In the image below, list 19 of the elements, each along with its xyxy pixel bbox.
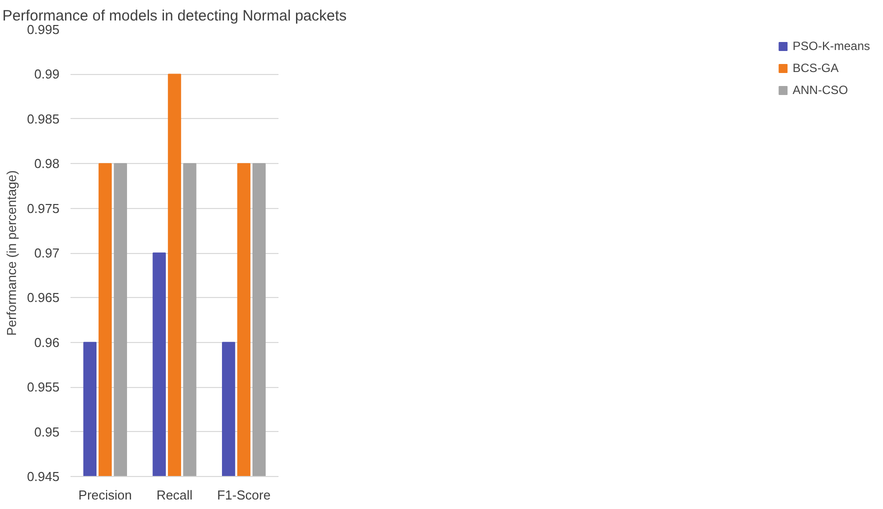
- y-tick-label: 0.99: [34, 66, 60, 82]
- y-tick-label: 0.945: [26, 469, 60, 484]
- y-axis-title: Performance (in percentage): [4, 170, 19, 336]
- chart-title: Performance of models in detecting Normal packets: [2, 8, 347, 24]
- x-tick-label: Recall: [156, 488, 193, 502]
- legend-label: BCS-GA: [792, 61, 839, 75]
- y-tick-label: 0.95: [34, 424, 60, 440]
- legend-label: PSO-K-means: [792, 39, 870, 53]
- y-tick-label: 0.965: [26, 290, 60, 306]
- x-tick-label: F1-Score: [217, 488, 271, 502]
- y-tick-label: 0.97: [34, 246, 60, 260]
- y-tick-label: 0.96: [34, 334, 60, 350]
- x-tick-label: Precision: [78, 488, 132, 502]
- y-tick-label: 0.995: [26, 22, 60, 37]
- y-tick-label: 0.975: [26, 200, 60, 216]
- y-tick-label: 0.955: [26, 380, 60, 395]
- legend-label: ANN-CSO: [792, 83, 848, 97]
- y-tick-label: 0.98: [34, 156, 60, 172]
- y-tick-label: 0.985: [26, 111, 60, 126]
